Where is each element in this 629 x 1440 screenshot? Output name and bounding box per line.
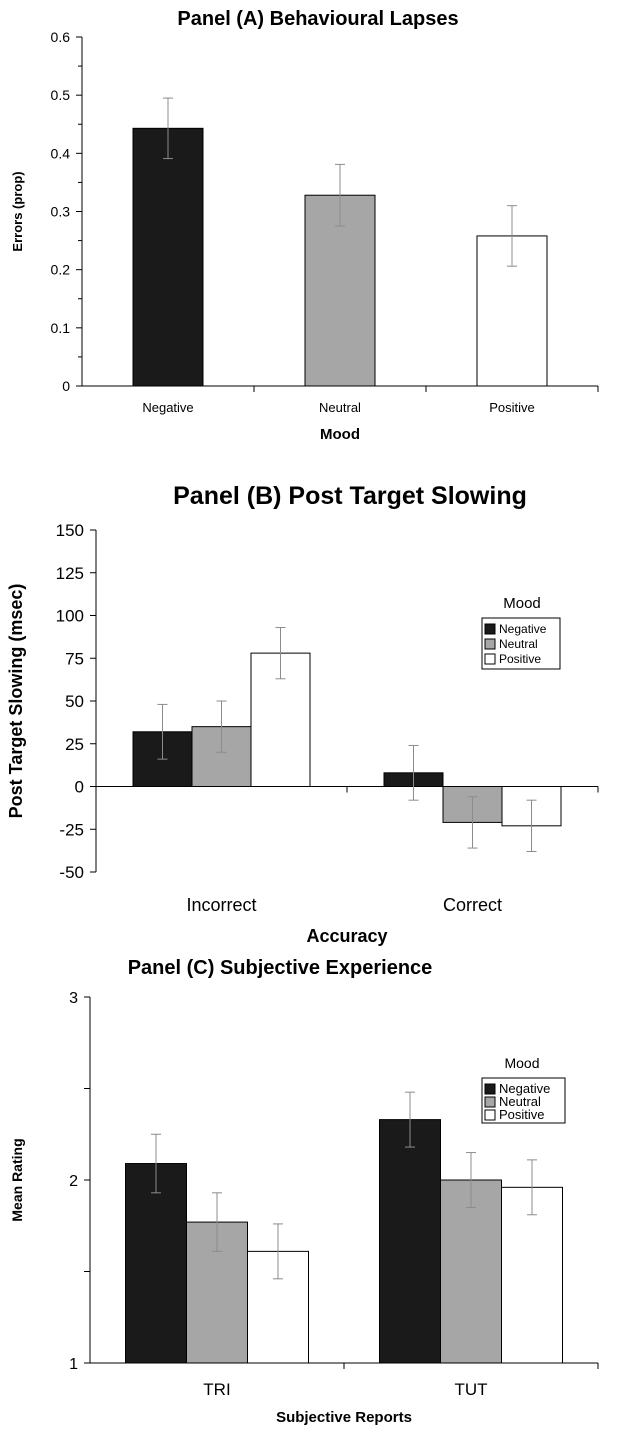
legend-box (481, 1077, 566, 1124)
chart-panel-a: Panel (A) Behavioural Lapses 0 0.1 0.2 0.3 0.… (10, 8, 599, 443)
legend-swatch-negative (484, 1083, 496, 1095)
y-tick-label: 25 (65, 735, 84, 754)
legend-swatch-neutral (484, 638, 496, 650)
x-category-label: Negative (142, 400, 193, 415)
bar-negative-tri (125, 1163, 187, 1364)
y-tick-label: 3 (69, 990, 78, 1007)
x-category-label: TUT (454, 1380, 487, 1399)
y-axis-label: Errors (prop) (10, 171, 25, 251)
x-axis-label: Accuracy (306, 926, 387, 946)
x-category-label: Incorrect (186, 895, 256, 915)
y-tick-label: 125 (56, 564, 84, 583)
y-tick-label: 0 (62, 378, 70, 394)
y-axis-label: Post Target Slowing (msec) (6, 584, 26, 819)
y-tick-label: 100 (56, 607, 84, 626)
legend-label-negative: Negative (499, 1081, 550, 1096)
legend-label-neutral: Neutral (499, 1094, 541, 1109)
y-axis-label: Mean Rating (9, 1138, 25, 1221)
y-tick-label: 0.1 (51, 320, 71, 336)
x-axis-label: Subjective Reports (276, 1409, 412, 1426)
legend-title: Mood (504, 1055, 539, 1071)
y-tick-label: 0.6 (51, 29, 71, 45)
x-axis-label: Mood (320, 426, 360, 443)
legend-label-positive: Positive (499, 1107, 545, 1122)
x-category-label: Positive (489, 400, 535, 415)
x-category-label: Correct (443, 895, 502, 915)
chart-panel-c: Panel (C) Subjective Experience 1 2 3 Mean R… (9, 957, 599, 1426)
y-tick-label: 1 (69, 1356, 78, 1373)
y-tick-label: 0.3 (51, 204, 71, 220)
y-tick-label: 0.2 (51, 262, 71, 278)
bar-positive-tut (501, 1186, 563, 1364)
y-tick-label: 0 (75, 778, 84, 797)
x-category-label: TRI (203, 1380, 230, 1399)
y-tick-label: -50 (59, 863, 84, 882)
legend-swatch-neutral (484, 1096, 496, 1108)
legend-label-negative: Negative (499, 622, 547, 636)
legend-swatch-negative (484, 623, 496, 635)
chart-title: Panel (A) Behavioural Lapses (177, 8, 458, 30)
legend-swatch-positive (484, 1109, 496, 1121)
bar-negative (132, 127, 204, 387)
y-tick-label: 0.5 (51, 87, 71, 103)
legend-label-neutral: Neutral (499, 637, 538, 651)
chart-title: Panel (B) Post Target Slowing (173, 482, 527, 510)
chart-title: Panel (C) Subjective Experience (128, 957, 433, 979)
legend-label-positive: Positive (499, 652, 541, 666)
y-tick-label: -25 (59, 820, 84, 839)
x-category-label: Neutral (319, 400, 361, 415)
bar-negative-tut (379, 1119, 441, 1364)
y-tick-label: 50 (65, 692, 84, 711)
y-tick-label: 150 (56, 521, 84, 540)
y-tick-label: 75 (65, 649, 84, 668)
bar-neutral (304, 194, 376, 387)
legend-swatch-positive (484, 653, 496, 665)
chart-panel-b: Panel (B) Post Target Slowing -50 -25 0 25 50… (6, 482, 599, 946)
legend-title: Mood (503, 595, 541, 612)
y-tick-label: 2 (69, 1173, 78, 1190)
y-tick-label: 0.4 (51, 145, 71, 161)
